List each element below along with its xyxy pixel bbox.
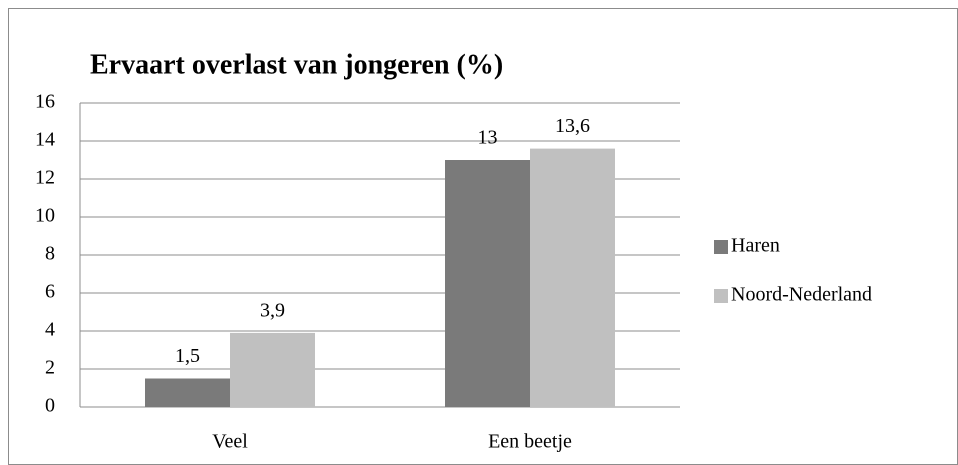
bar xyxy=(230,332,315,407)
data-label: 13,6 xyxy=(555,115,590,137)
x-tick-label: Een beetje xyxy=(488,431,572,453)
bar xyxy=(445,160,530,407)
y-tick-label: 6 xyxy=(45,281,55,303)
y-tick-label: 14 xyxy=(35,129,55,151)
chart-title: Ervaart overlast van jongeren (%) xyxy=(90,49,503,80)
legend-swatch xyxy=(714,240,728,254)
y-tick-label: 0 xyxy=(45,395,55,417)
y-tick-label: 12 xyxy=(35,167,55,189)
legend-swatch xyxy=(714,289,728,303)
data-label: 1,5 xyxy=(175,345,200,367)
legend-label: Noord-Nederland xyxy=(731,284,872,306)
y-tick-label: 10 xyxy=(35,205,55,227)
y-tick-label: 4 xyxy=(45,319,55,341)
y-tick-label: 2 xyxy=(45,357,55,379)
x-tick-label: Veel xyxy=(212,431,248,453)
bar xyxy=(145,378,230,407)
y-tick-label: 8 xyxy=(45,243,55,265)
bar xyxy=(530,148,615,407)
legend-label: Haren xyxy=(731,235,780,257)
y-tick-label: 16 xyxy=(35,91,55,113)
data-label: 3,9 xyxy=(260,299,285,321)
data-label: 13 xyxy=(478,127,498,149)
